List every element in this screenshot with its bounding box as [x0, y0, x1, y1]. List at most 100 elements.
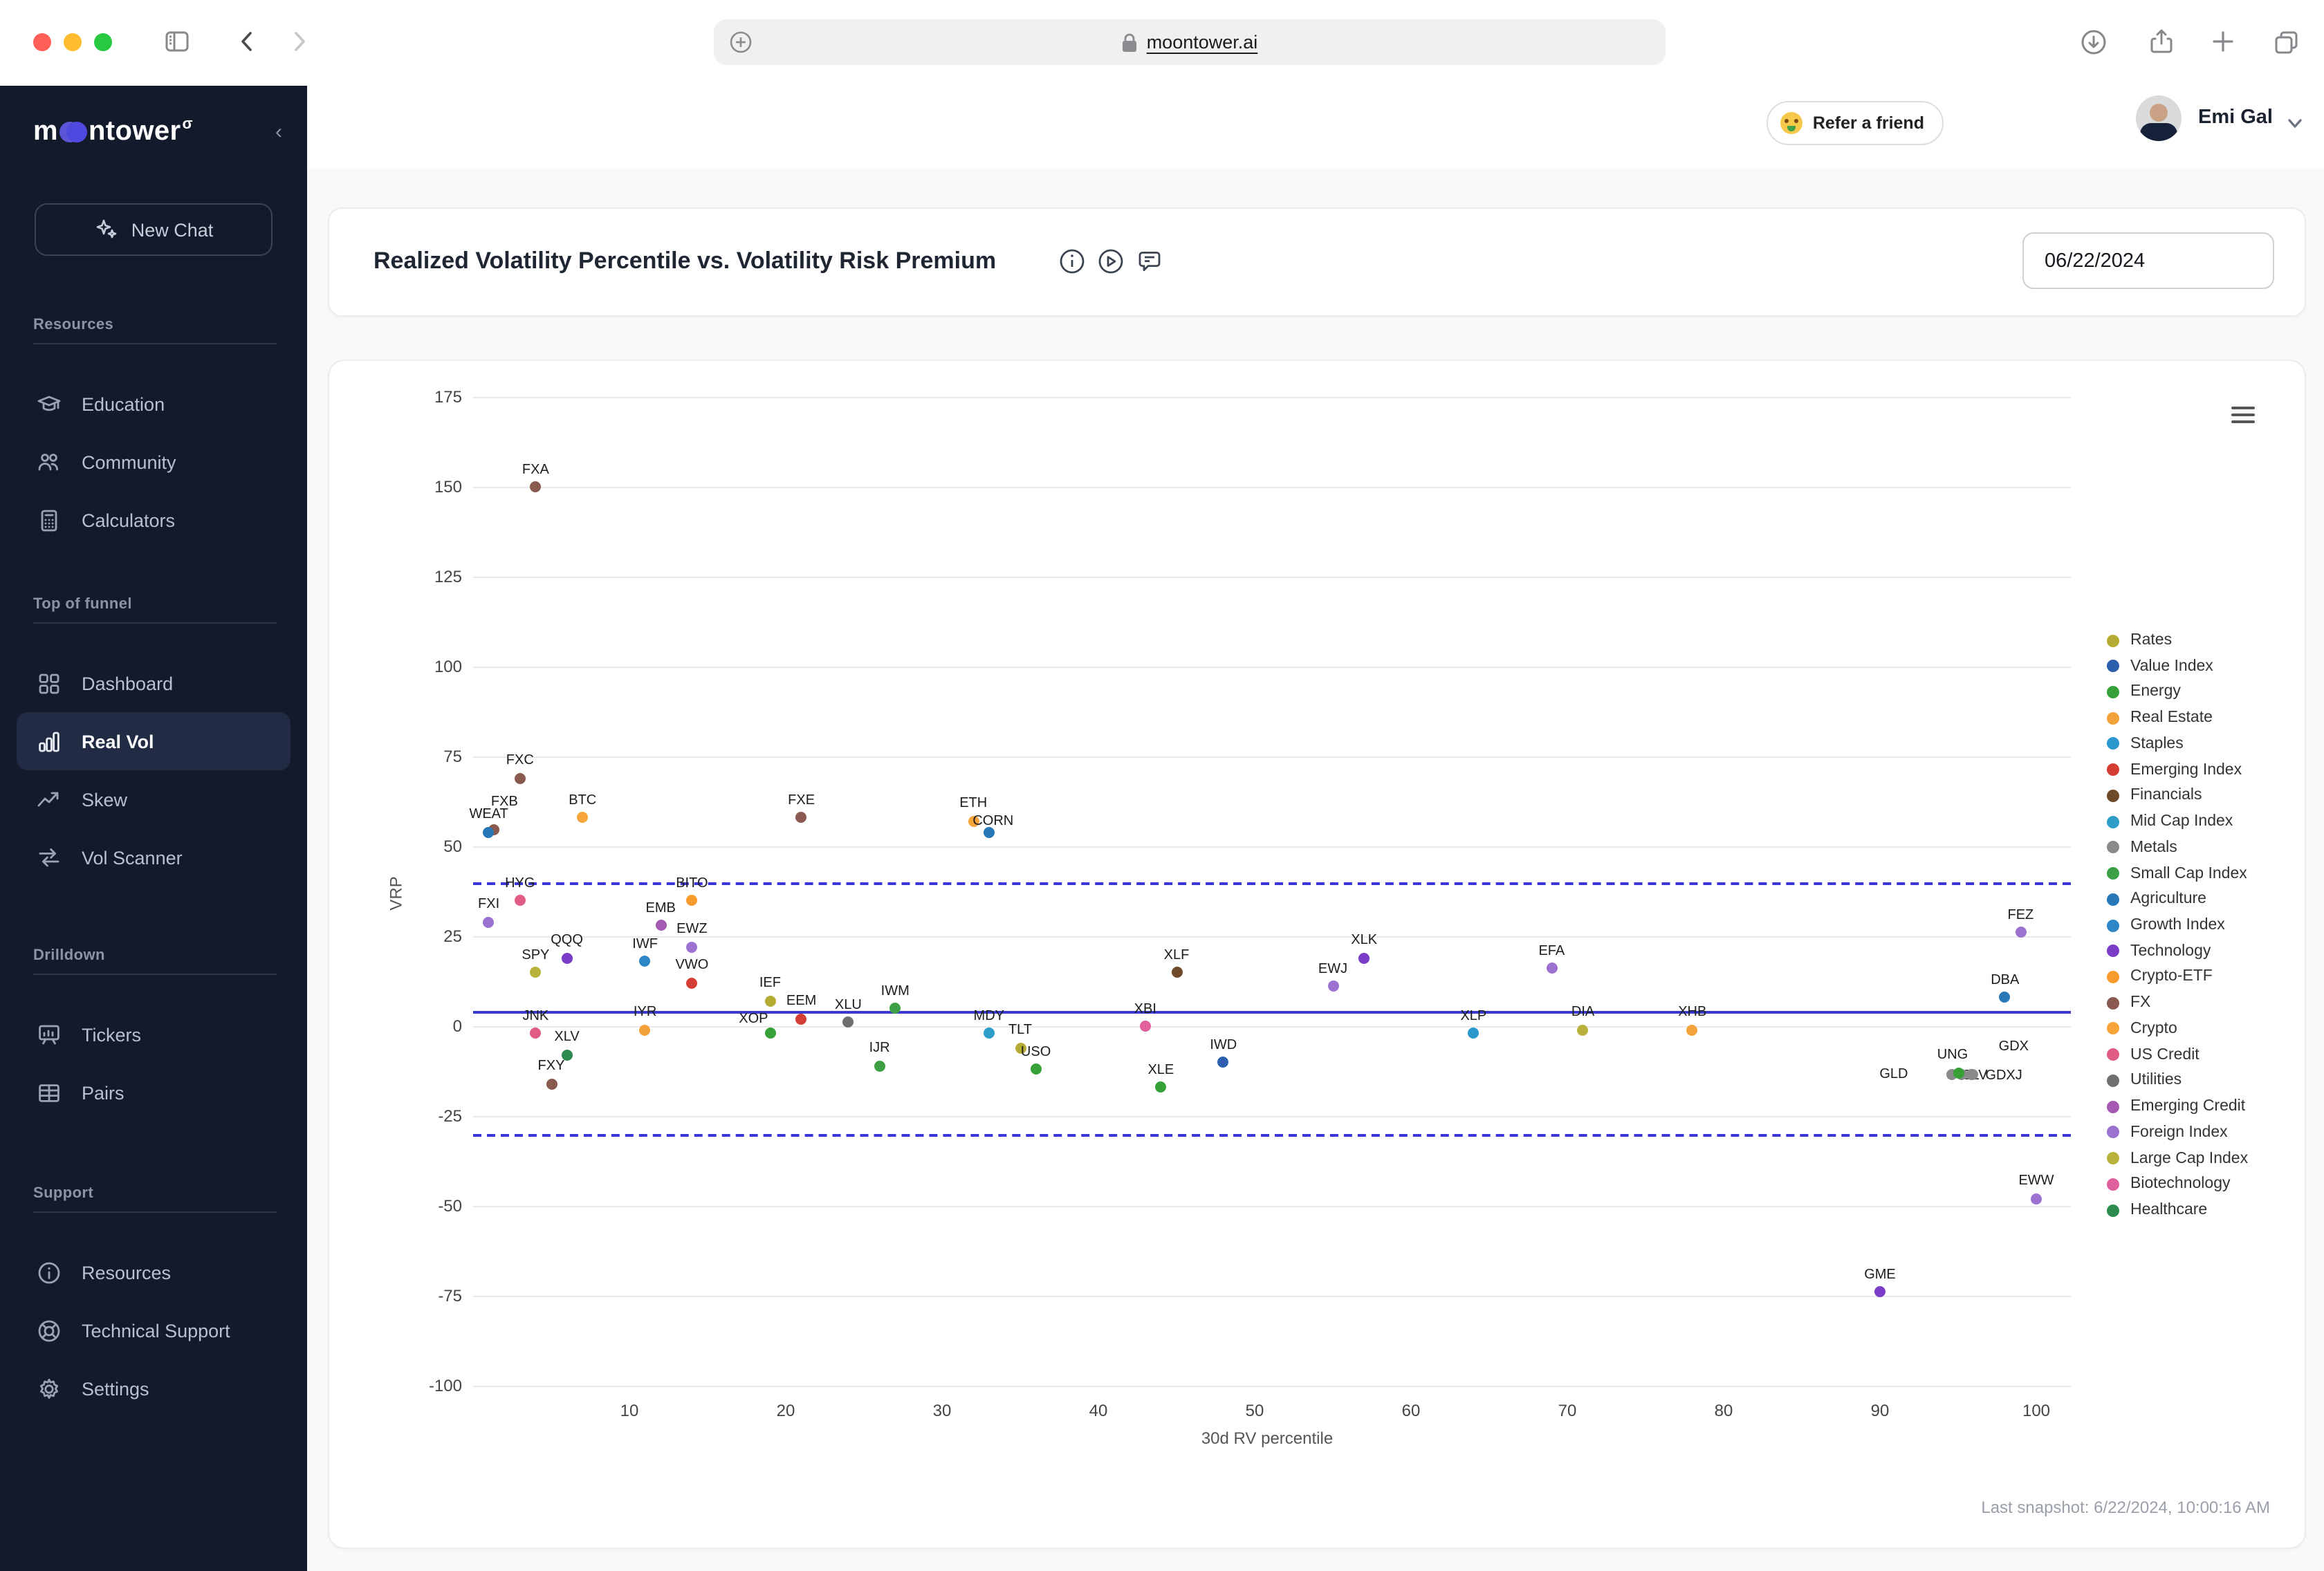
data-point-XLF[interactable]	[1171, 967, 1182, 978]
legend-item-value-index[interactable]: Value Index	[2107, 658, 2213, 674]
sidebar-item-settings[interactable]: Settings	[17, 1359, 290, 1417]
sidebar-item-real-vol[interactable]: Real Vol	[17, 712, 290, 770]
data-point-EEM[interactable]	[795, 1013, 807, 1025]
data-point-XBI[interactable]	[1139, 1021, 1151, 1032]
close-window-button[interactable]	[33, 33, 51, 51]
data-point-FXC[interactable]	[514, 772, 526, 784]
data-point-EFA[interactable]	[1546, 963, 1558, 974]
info-icon[interactable]	[1058, 248, 1086, 275]
data-point-DBA[interactable]	[1999, 992, 2011, 1003]
data-point-XLV[interactable]	[561, 1049, 573, 1061]
user-name[interactable]: Emi Gal	[2198, 106, 2273, 129]
comment-icon[interactable]	[1136, 248, 1163, 275]
share-icon[interactable]	[2147, 28, 2176, 57]
data-point-EMB[interactable]	[655, 920, 667, 931]
legend-item-rates[interactable]: Rates	[2107, 632, 2172, 649]
data-point-VWO[interactable]	[686, 977, 698, 989]
sidebar-item-pairs[interactable]: Pairs	[17, 1063, 290, 1122]
forward-button[interactable]	[285, 28, 313, 55]
data-point-BITO[interactable]	[686, 895, 698, 906]
sidebar-item-vol-scanner[interactable]: Vol Scanner	[17, 828, 290, 886]
data-point-QQQ[interactable]	[561, 952, 573, 964]
data-point-IJR[interactable]	[874, 1060, 885, 1072]
data-point-XHB[interactable]	[1686, 1024, 1698, 1036]
legend-item-staples[interactable]: Staples	[2107, 736, 2184, 752]
sidebar-item-dashboard[interactable]: Dashboard	[17, 654, 290, 712]
legend-item-financials[interactable]: Financials	[2107, 788, 2202, 804]
data-point-SPY[interactable]	[530, 967, 542, 978]
data-point-XLU[interactable]	[842, 1016, 854, 1028]
downloads-icon[interactable]	[2079, 28, 2108, 57]
data-point-GME[interactable]	[1874, 1286, 1885, 1298]
sidebar-item-skew[interactable]: Skew	[17, 770, 290, 828]
data-point-HYG[interactable]	[514, 895, 526, 906]
sidebar-item-resources[interactable]: Resources	[17, 1243, 290, 1301]
legend-item-emerging-credit[interactable]: Emerging Credit	[2107, 1098, 2245, 1115]
chevron-down-icon[interactable]	[2285, 113, 2305, 133]
data-point-XLP[interactable]	[1468, 1028, 1479, 1039]
legend-item-emerging-index[interactable]: Emerging Index	[2107, 761, 2242, 778]
legend-item-us-credit[interactable]: US Credit	[2107, 1046, 2200, 1063]
address-bar[interactable]: moontower.ai	[714, 19, 1666, 65]
data-point-IWD[interactable]	[1217, 1057, 1229, 1068]
data-point-USO[interactable]	[1030, 1063, 1042, 1075]
new-tab-icon[interactable]	[2209, 28, 2237, 55]
sidebar-item-calculators[interactable]: Calculators	[17, 491, 290, 549]
page-options-icon[interactable]	[729, 30, 753, 54]
toggle-sidebar-icon[interactable]	[163, 28, 191, 55]
data-point-GDX[interactable]	[1966, 1069, 1978, 1081]
data-point-IWM[interactable]	[889, 1003, 901, 1014]
data-point-FEZ[interactable]	[2015, 927, 2027, 938]
legend-item-real-estate[interactable]: Real Estate	[2107, 709, 2213, 726]
legend-item-crypto-etf[interactable]: Crypto-ETF	[2107, 969, 2213, 985]
data-point-XLK[interactable]	[1358, 952, 1370, 964]
data-point-EWJ[interactable]	[1327, 980, 1338, 992]
data-point-EWW[interactable]	[2031, 1193, 2042, 1205]
sidebar-item-technical-support[interactable]: Technical Support	[17, 1301, 290, 1359]
back-button[interactable]	[234, 28, 261, 55]
legend-item-technology[interactable]: Technology	[2107, 943, 2211, 960]
collapse-sidebar-icon[interactable]: ‹	[275, 120, 282, 144]
legend-item-fx[interactable]: FX	[2107, 994, 2150, 1011]
tab-overview-icon[interactable]	[2271, 28, 2302, 58]
legend-item-metals[interactable]: Metals	[2107, 839, 2177, 856]
data-point-XOP[interactable]	[764, 1028, 776, 1039]
data-point-IEF[interactable]	[764, 995, 776, 1007]
legend-item-mid-cap-index[interactable]: Mid Cap Index	[2107, 813, 2233, 830]
minimize-window-button[interactable]	[64, 33, 82, 51]
legend-item-crypto[interactable]: Crypto	[2107, 1021, 2177, 1037]
legend-item-energy[interactable]: Energy	[2107, 684, 2181, 700]
legend-item-healthcare[interactable]: Healthcare	[2107, 1202, 2207, 1218]
data-point-FXI[interactable]	[483, 916, 495, 928]
data-point-FXY[interactable]	[546, 1078, 557, 1090]
legend-item-agriculture[interactable]: Agriculture	[2107, 891, 2206, 908]
data-point-IWF[interactable]	[639, 956, 651, 967]
refer-a-friend-button[interactable]: Refer a friend	[1767, 101, 1944, 145]
chart-menu-icon[interactable]	[2231, 407, 2255, 427]
date-input[interactable]: 06/22/2024	[2022, 232, 2274, 289]
data-point-XLE[interactable]	[1155, 1081, 1167, 1093]
data-point-IYR[interactable]	[639, 1024, 651, 1036]
data-point-DIA[interactable]	[1577, 1024, 1589, 1036]
new-chat-button[interactable]: New Chat	[35, 203, 273, 256]
legend-item-biotechnology[interactable]: Biotechnology	[2107, 1176, 2231, 1193]
data-point-ETH[interactable]	[968, 815, 979, 827]
legend-item-foreign-index[interactable]: Foreign Index	[2107, 1124, 2228, 1141]
data-point-JNK[interactable]	[530, 1028, 542, 1039]
zoom-window-button[interactable]	[94, 33, 112, 51]
data-point-EWZ[interactable]	[686, 941, 698, 953]
play-video-icon[interactable]	[1097, 248, 1125, 275]
data-point-MDY[interactable]	[983, 1028, 995, 1039]
data-point-UNG[interactable]	[1953, 1067, 1964, 1079]
legend-item-large-cap-index[interactable]: Large Cap Index	[2107, 1150, 2248, 1166]
legend-item-growth-index[interactable]: Growth Index	[2107, 917, 2225, 933]
sidebar-item-tickers[interactable]: Tickers	[17, 1005, 290, 1063]
data-point-TLT[interactable]	[1015, 1042, 1026, 1054]
data-point-FXA[interactable]	[530, 481, 542, 492]
data-point-FXE[interactable]	[795, 812, 807, 824]
data-point-CORN[interactable]	[983, 826, 995, 838]
url-text[interactable]: moontower.ai	[1146, 32, 1258, 53]
legend-item-small-cap-index[interactable]: Small Cap Index	[2107, 865, 2247, 882]
sidebar-item-education[interactable]: Education	[17, 375, 290, 433]
legend-item-utilities[interactable]: Utilities	[2107, 1072, 2182, 1089]
